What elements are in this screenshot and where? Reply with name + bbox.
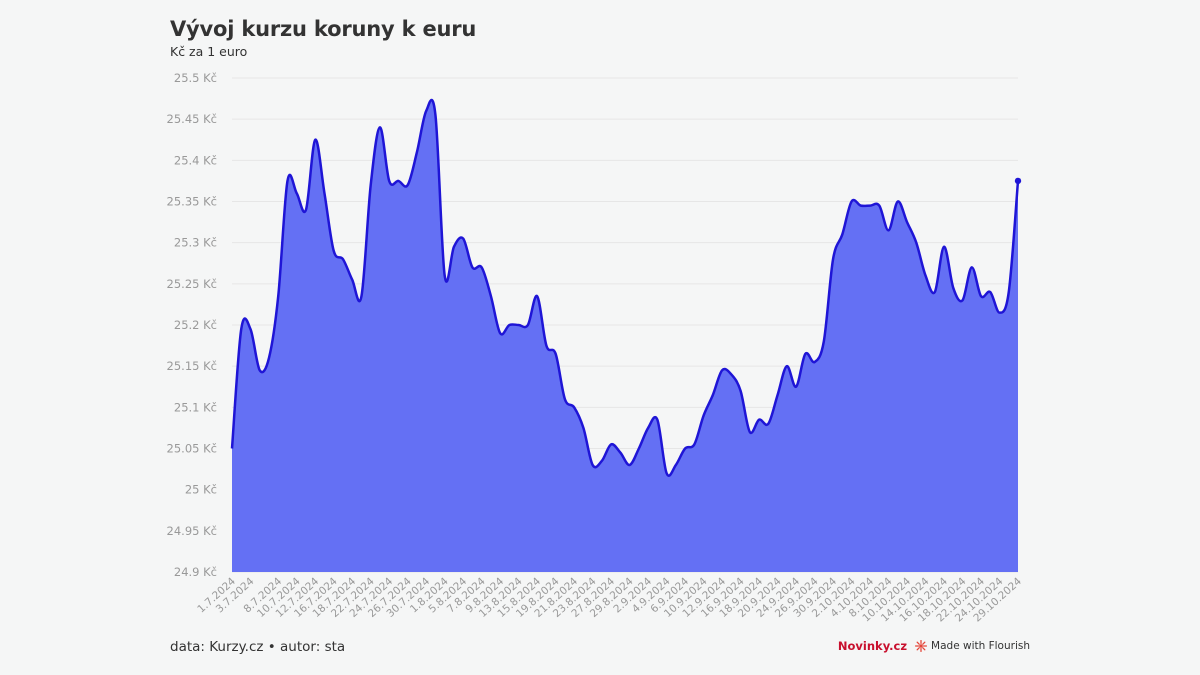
y-tick-label: 25.2 Kč	[174, 318, 217, 332]
footer-branding: Novinky.cz Made with Flourish	[838, 639, 1030, 653]
y-tick-label: 25.15 Kč	[167, 359, 217, 373]
chart-title: Vývoj kurzu koruny k euru	[170, 17, 477, 41]
flourish-burst-icon	[915, 640, 928, 652]
flourish-credit-link[interactable]: Made with Flourish	[915, 640, 1030, 652]
flourish-credit-label: Made with Flourish	[931, 640, 1030, 652]
y-tick-label: 25 Kč	[185, 483, 217, 497]
y-tick-label: 25.05 Kč	[167, 442, 217, 456]
y-tick-label: 25.5 Kč	[174, 71, 217, 85]
y-tick-label: 25.1 Kč	[174, 400, 217, 414]
source-credit: data: Kurzy.cz • autor: sta	[170, 639, 346, 655]
y-tick-label: 25.25 Kč	[167, 277, 217, 291]
novinky-logo[interactable]: Novinky.cz	[837, 639, 908, 653]
last-value-marker	[1014, 177, 1022, 185]
y-tick-label: 24.95 Kč	[167, 524, 217, 538]
y-tick-label: 25.45 Kč	[167, 112, 217, 126]
chart-subtitle: Kč za 1 euro	[170, 44, 248, 59]
y-tick-label: 24.9 Kč	[174, 565, 217, 579]
series-line	[230, 98, 1020, 477]
y-tick-label: 25.4 Kč	[174, 153, 217, 167]
series-area	[232, 99, 1018, 572]
y-tick-label: 25.35 Kč	[167, 195, 217, 209]
y-tick-label: 25.3 Kč	[174, 236, 217, 250]
